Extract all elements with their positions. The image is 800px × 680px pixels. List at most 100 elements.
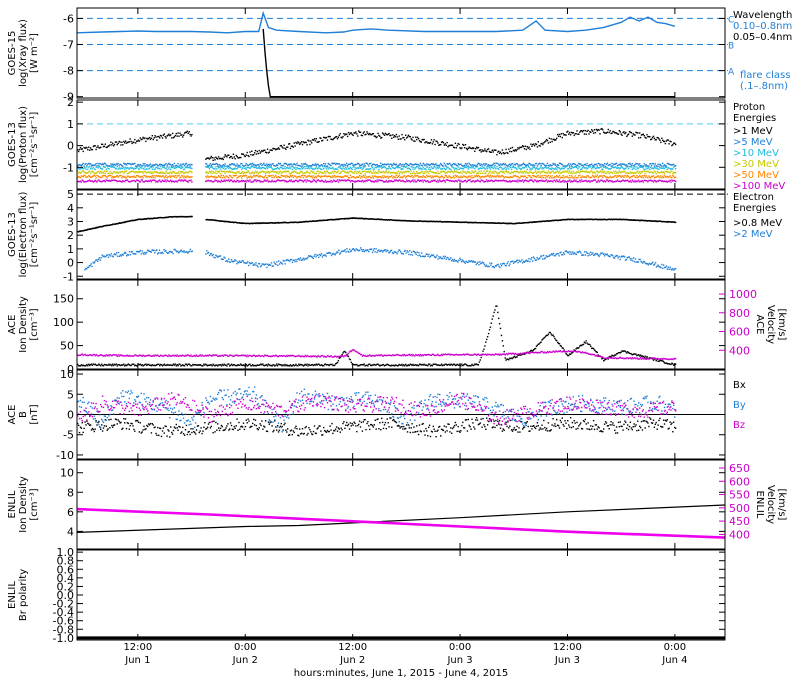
data-point	[78, 168, 81, 170]
data-point	[256, 164, 258, 166]
data-point	[369, 179, 371, 181]
data-point	[634, 176, 636, 178]
data-point	[351, 176, 353, 178]
data-point	[86, 268, 88, 270]
data-point	[160, 252, 162, 254]
data-point	[129, 171, 131, 173]
data-point	[642, 170, 644, 173]
data-point	[431, 180, 434, 182]
data-point	[357, 180, 359, 182]
data-point	[266, 171, 269, 174]
data-point	[519, 164, 521, 166]
data-point	[295, 141, 297, 144]
data-point	[656, 170, 658, 173]
data-point	[214, 163, 216, 165]
data-point	[390, 163, 392, 165]
data-point	[130, 164, 132, 166]
data-point	[537, 141, 539, 143]
data-point	[153, 164, 155, 167]
data-point	[180, 170, 182, 173]
data-point	[383, 172, 386, 174]
data-point	[669, 140, 671, 142]
data-point	[458, 172, 460, 174]
data-point	[152, 166, 154, 168]
data-point	[181, 174, 183, 177]
data-point	[383, 175, 386, 177]
data-point	[534, 176, 537, 178]
data-point	[276, 261, 278, 263]
data-point	[568, 172, 570, 174]
data-point	[328, 163, 330, 165]
data-point	[288, 164, 291, 166]
data-point	[160, 168, 163, 170]
data-point	[400, 176, 402, 178]
data-point	[354, 177, 356, 179]
data-point	[124, 168, 126, 170]
data-point	[362, 132, 364, 134]
data-point	[485, 163, 487, 165]
data-point	[159, 175, 161, 178]
data-point	[233, 168, 235, 170]
data-point	[567, 168, 569, 170]
data-point	[104, 166, 106, 168]
data-point	[440, 175, 443, 177]
data-point	[543, 180, 545, 182]
data-point	[456, 165, 458, 167]
data-point	[105, 164, 107, 166]
data-point	[646, 134, 648, 136]
data-point	[131, 162, 133, 165]
data-point	[548, 167, 551, 170]
data-point	[452, 162, 455, 165]
data-point	[460, 167, 462, 169]
data-point	[481, 179, 483, 182]
data-point	[247, 179, 249, 182]
data-point	[491, 149, 493, 151]
data-point	[121, 167, 123, 169]
data-point	[381, 177, 383, 179]
data-point	[127, 180, 130, 182]
data-point	[228, 179, 230, 181]
data-point	[529, 170, 531, 172]
data-point	[175, 167, 177, 169]
data-point	[311, 163, 314, 166]
data-point	[669, 168, 671, 170]
data-point	[106, 180, 108, 182]
data-point	[177, 162, 179, 165]
data-point	[121, 170, 123, 172]
data-point	[351, 133, 353, 136]
data-point	[348, 177, 351, 179]
data-point	[301, 171, 304, 173]
data-point	[324, 166, 327, 168]
data-point	[105, 255, 107, 258]
data-point	[144, 180, 146, 183]
data-point	[124, 175, 126, 178]
data-point	[127, 163, 130, 165]
data-point	[648, 175, 650, 177]
data-point	[582, 166, 585, 168]
data-point	[279, 261, 282, 263]
data-point	[606, 179, 609, 181]
data-point	[480, 163, 482, 165]
data-point	[132, 167, 134, 169]
data-point	[236, 155, 238, 158]
data-point	[402, 176, 404, 178]
data-point	[286, 181, 288, 183]
data-point	[129, 166, 131, 169]
y-tick-label: -7	[63, 39, 74, 52]
data-point	[212, 159, 214, 162]
data-point	[96, 166, 98, 168]
data-point	[133, 141, 135, 144]
data-point	[239, 166, 241, 168]
data-point	[516, 175, 518, 178]
data-point	[455, 176, 457, 178]
data-point	[142, 136, 144, 139]
data-point	[592, 174, 594, 177]
data-point	[209, 166, 212, 168]
data-point	[234, 174, 236, 177]
data-point	[77, 167, 79, 169]
data-point	[219, 157, 222, 160]
data-point	[376, 218, 379, 220]
data-point	[622, 175, 624, 177]
data-point	[88, 171, 90, 173]
data-point	[546, 167, 549, 169]
